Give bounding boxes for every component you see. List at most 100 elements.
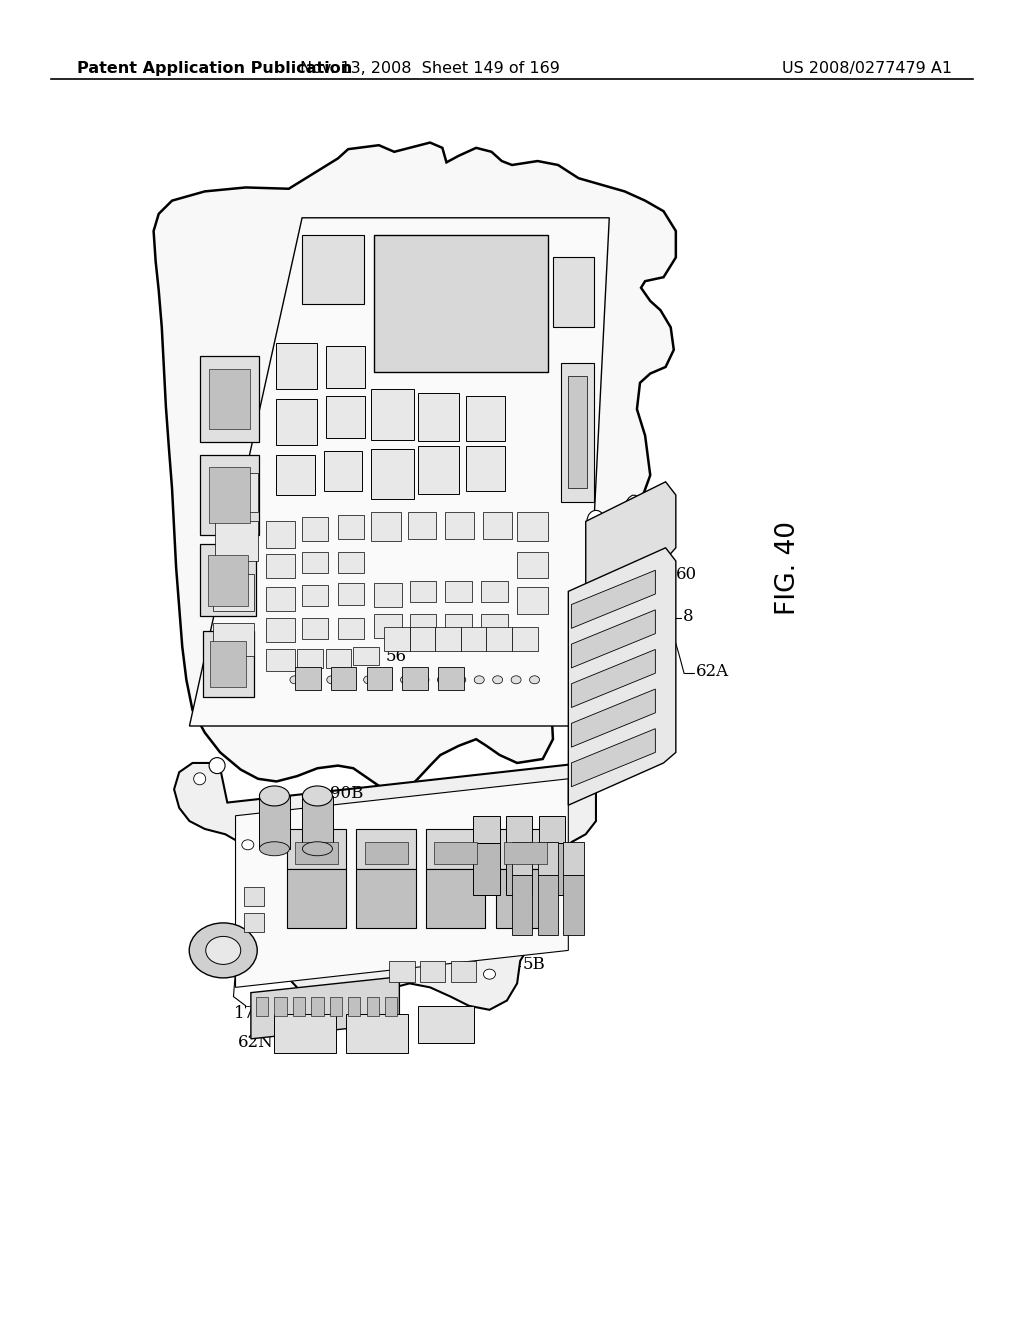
Polygon shape <box>293 997 305 1016</box>
Polygon shape <box>538 874 558 935</box>
Polygon shape <box>211 642 247 686</box>
Polygon shape <box>418 446 459 494</box>
Polygon shape <box>374 235 548 372</box>
Text: 90A: 90A <box>389 814 422 830</box>
Polygon shape <box>512 874 532 935</box>
Polygon shape <box>356 869 416 928</box>
Polygon shape <box>302 585 328 606</box>
Text: Nov. 13, 2008  Sheet 149 of 169: Nov. 13, 2008 Sheet 149 of 169 <box>300 61 560 77</box>
Ellipse shape <box>364 676 374 684</box>
Polygon shape <box>326 396 365 438</box>
Polygon shape <box>410 614 436 635</box>
Polygon shape <box>371 449 414 499</box>
Polygon shape <box>287 829 346 869</box>
Polygon shape <box>461 627 486 651</box>
Ellipse shape <box>308 676 318 684</box>
Polygon shape <box>276 343 317 389</box>
Ellipse shape <box>382 676 392 684</box>
Polygon shape <box>445 581 472 602</box>
Polygon shape <box>563 842 584 874</box>
Polygon shape <box>208 554 248 606</box>
Polygon shape <box>324 451 362 491</box>
Ellipse shape <box>587 511 605 532</box>
Polygon shape <box>330 997 342 1016</box>
Ellipse shape <box>259 785 290 807</box>
Polygon shape <box>331 667 356 690</box>
Polygon shape <box>266 521 295 548</box>
Polygon shape <box>418 1006 474 1043</box>
Polygon shape <box>266 554 295 578</box>
Polygon shape <box>209 467 250 523</box>
Ellipse shape <box>206 936 241 965</box>
Ellipse shape <box>327 676 337 684</box>
Ellipse shape <box>493 676 503 684</box>
Ellipse shape <box>419 676 429 684</box>
Ellipse shape <box>189 923 257 978</box>
Polygon shape <box>568 548 676 805</box>
Polygon shape <box>338 583 364 605</box>
Polygon shape <box>200 356 259 442</box>
Polygon shape <box>568 376 587 488</box>
Ellipse shape <box>400 676 411 684</box>
Polygon shape <box>276 455 315 495</box>
Ellipse shape <box>529 676 540 684</box>
Polygon shape <box>295 842 338 863</box>
Ellipse shape <box>209 758 225 774</box>
Polygon shape <box>274 1014 336 1053</box>
Polygon shape <box>266 587 295 611</box>
Polygon shape <box>374 614 402 638</box>
Polygon shape <box>236 779 568 987</box>
Polygon shape <box>517 587 548 614</box>
Ellipse shape <box>474 676 484 684</box>
Text: 90B: 90B <box>330 785 364 801</box>
Polygon shape <box>295 667 321 690</box>
Ellipse shape <box>242 840 254 850</box>
Polygon shape <box>311 997 324 1016</box>
Polygon shape <box>256 997 268 1016</box>
Polygon shape <box>338 552 364 573</box>
Polygon shape <box>259 796 290 849</box>
Polygon shape <box>244 887 264 906</box>
Polygon shape <box>348 997 360 1016</box>
Polygon shape <box>302 796 333 849</box>
Polygon shape <box>302 235 364 304</box>
Polygon shape <box>215 521 258 561</box>
Polygon shape <box>287 869 346 928</box>
Ellipse shape <box>483 969 496 979</box>
Polygon shape <box>538 842 558 874</box>
Polygon shape <box>512 842 532 874</box>
Polygon shape <box>496 829 555 869</box>
Polygon shape <box>410 627 435 651</box>
Ellipse shape <box>345 676 355 684</box>
Polygon shape <box>365 842 408 863</box>
Polygon shape <box>481 614 508 635</box>
Text: 60: 60 <box>676 566 697 582</box>
Polygon shape <box>251 977 399 1039</box>
Polygon shape <box>385 997 397 1016</box>
Text: 56: 56 <box>386 648 408 664</box>
Polygon shape <box>517 512 548 541</box>
Text: 62N: 62N <box>238 1035 273 1051</box>
Polygon shape <box>374 583 402 607</box>
Polygon shape <box>215 473 258 512</box>
Polygon shape <box>561 363 594 502</box>
Polygon shape <box>571 649 655 708</box>
Text: 5B: 5B <box>522 957 545 973</box>
Polygon shape <box>346 1014 408 1053</box>
Polygon shape <box>506 816 532 843</box>
Polygon shape <box>213 623 254 656</box>
Polygon shape <box>445 512 474 539</box>
Polygon shape <box>426 829 485 869</box>
Polygon shape <box>209 370 250 429</box>
Polygon shape <box>504 842 547 863</box>
Polygon shape <box>338 618 364 639</box>
Polygon shape <box>389 961 415 982</box>
Polygon shape <box>297 649 323 668</box>
Polygon shape <box>586 482 676 594</box>
Polygon shape <box>426 869 485 928</box>
Polygon shape <box>420 961 445 982</box>
Polygon shape <box>445 614 472 635</box>
Polygon shape <box>571 729 655 787</box>
Polygon shape <box>496 869 555 928</box>
Text: 62A: 62A <box>696 664 729 680</box>
